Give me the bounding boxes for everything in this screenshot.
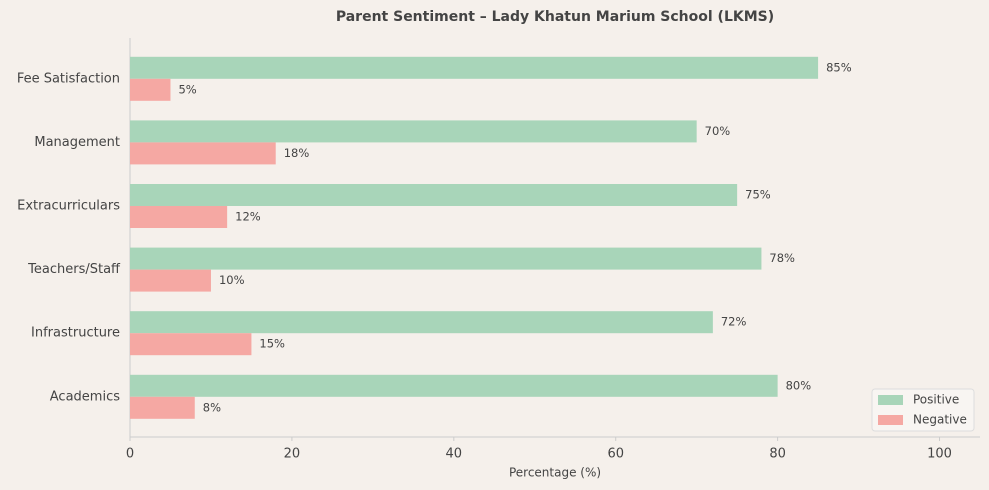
data-label: 70% <box>705 124 731 138</box>
bar <box>130 374 778 397</box>
y-tick-label: Infrastructure <box>31 326 120 341</box>
x-tick-label: 100 <box>927 447 952 462</box>
bar <box>130 56 819 79</box>
x-tick-label: 80 <box>769 447 786 462</box>
bar <box>130 269 211 292</box>
data-label: 8% <box>203 400 221 414</box>
bar <box>130 396 195 419</box>
legend-swatch <box>878 395 903 405</box>
bar <box>130 142 276 165</box>
data-label: 15% <box>259 337 285 351</box>
bar <box>130 206 228 228</box>
data-label: 18% <box>284 146 310 160</box>
y-tick-label: Extracurriculars <box>17 199 120 214</box>
data-label: 12% <box>235 210 261 224</box>
legend-label: Positive <box>913 393 959 407</box>
y-tick-label: Management <box>34 135 120 150</box>
data-label: 72% <box>721 315 747 329</box>
bar <box>130 333 252 356</box>
bar <box>130 184 738 206</box>
data-label: 10% <box>219 273 245 287</box>
x-tick-label: 0 <box>126 447 134 462</box>
data-label: 78% <box>769 251 795 265</box>
bar <box>130 78 171 101</box>
bar <box>130 247 762 270</box>
data-label: 80% <box>786 378 812 392</box>
data-label: 75% <box>745 188 771 202</box>
x-tick-label: 60 <box>607 447 624 462</box>
legend: Positive Negative <box>871 388 975 432</box>
bar <box>130 311 713 334</box>
y-tick-label: Academics <box>50 389 120 404</box>
legend-label: Negative <box>913 413 967 427</box>
y-tick-label: Teachers/Staff <box>27 262 121 277</box>
data-label: 85% <box>826 60 852 74</box>
y-tick-label: Fee Satisfaction <box>17 71 120 86</box>
bar <box>130 120 697 143</box>
data-label: 5% <box>178 82 196 96</box>
x-tick-label: 20 <box>284 447 301 462</box>
legend-swatch <box>878 415 903 425</box>
x-axis-label: Percentage (%) <box>509 466 601 480</box>
x-tick-label: 40 <box>446 447 463 462</box>
chart-title: Parent Sentiment – Lady Khatun Marium Sc… <box>336 9 774 25</box>
